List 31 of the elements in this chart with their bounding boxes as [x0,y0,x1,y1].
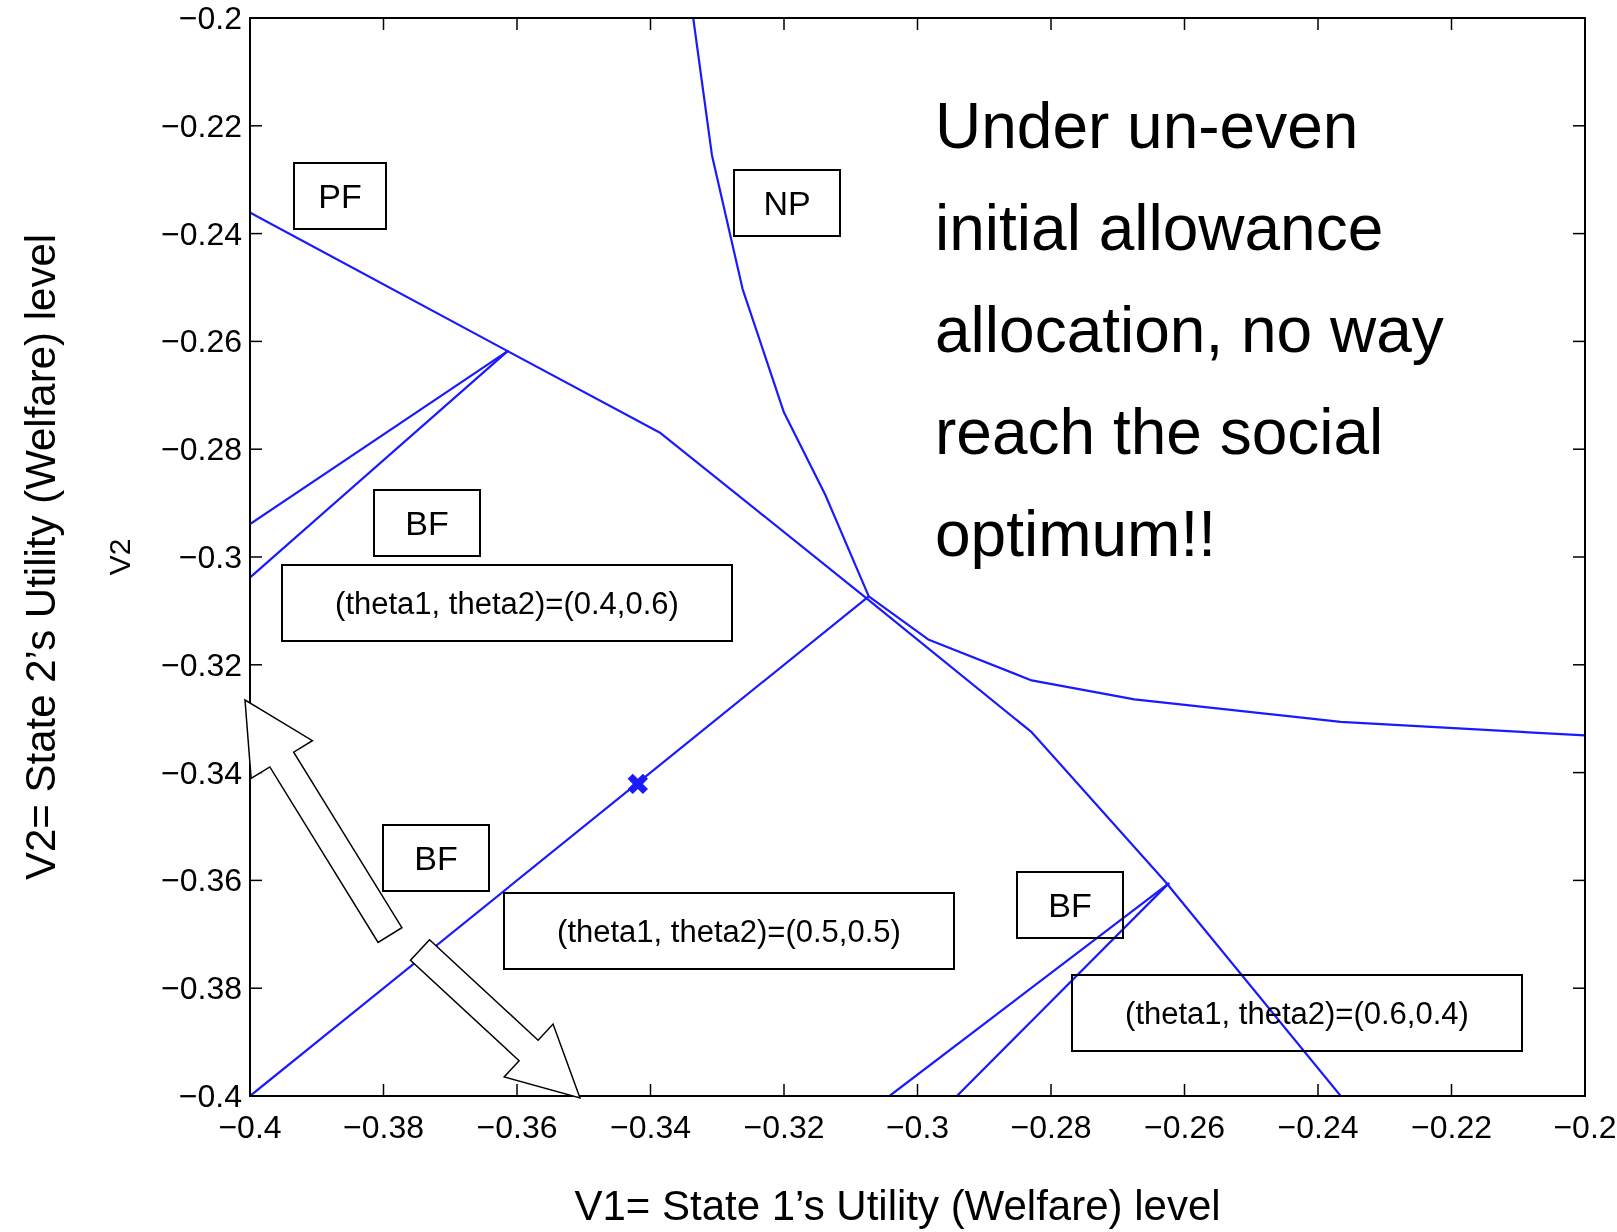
x-tick-label: −0.24 [1277,1109,1359,1145]
x-axis-title: V1= State 1’s Utility (Welfare) level [574,1182,1221,1229]
x-tick-label: −0.2 [1553,1109,1617,1145]
y-tick-label: −0.28 [161,431,242,468]
annotation: BF [1048,885,1092,924]
y-tick-label: −0.22 [161,107,242,144]
x-tick-label: −0.34 [610,1109,691,1145]
y-tick-label: −0.38 [161,970,242,1007]
x-tick-label: −0.38 [343,1109,424,1145]
x-tick-label: −0.32 [743,1109,825,1145]
x-tick-label: −0.36 [476,1109,558,1145]
text: V2 [103,538,136,576]
annotation: NP [763,183,811,222]
y-tick-label: −0.26 [161,323,242,360]
annotation: Under un-even initial allowance allocation, no way reach the social optimum!! [935,90,1444,570]
x-tick-label: −0.26 [1144,1109,1225,1145]
x-tick-label: −0.28 [1010,1109,1092,1145]
x-tick-label: −0.3 [885,1109,950,1145]
annotation: (theta1, theta2)=(0.5,0.5) [557,913,901,949]
y-tick-label: −0.36 [161,862,242,899]
y-tick-label: −0.24 [161,215,242,252]
annotation: (theta1, theta2)=(0.4,0.6) [335,585,679,621]
x-tick-label: −0.22 [1411,1109,1492,1145]
y-tick-label: −0.34 [161,754,242,791]
annotation: BF [405,503,449,542]
annotation: PF [318,176,362,215]
y-tick-label: −0.32 [161,646,242,683]
y-axis-title: V2= State 2’s Utility (Welfare) level [17,233,64,881]
annotation: BF [414,838,458,877]
y-tick-label: −0.3 [178,539,242,575]
y-tick-label: −0.2 [178,0,242,36]
